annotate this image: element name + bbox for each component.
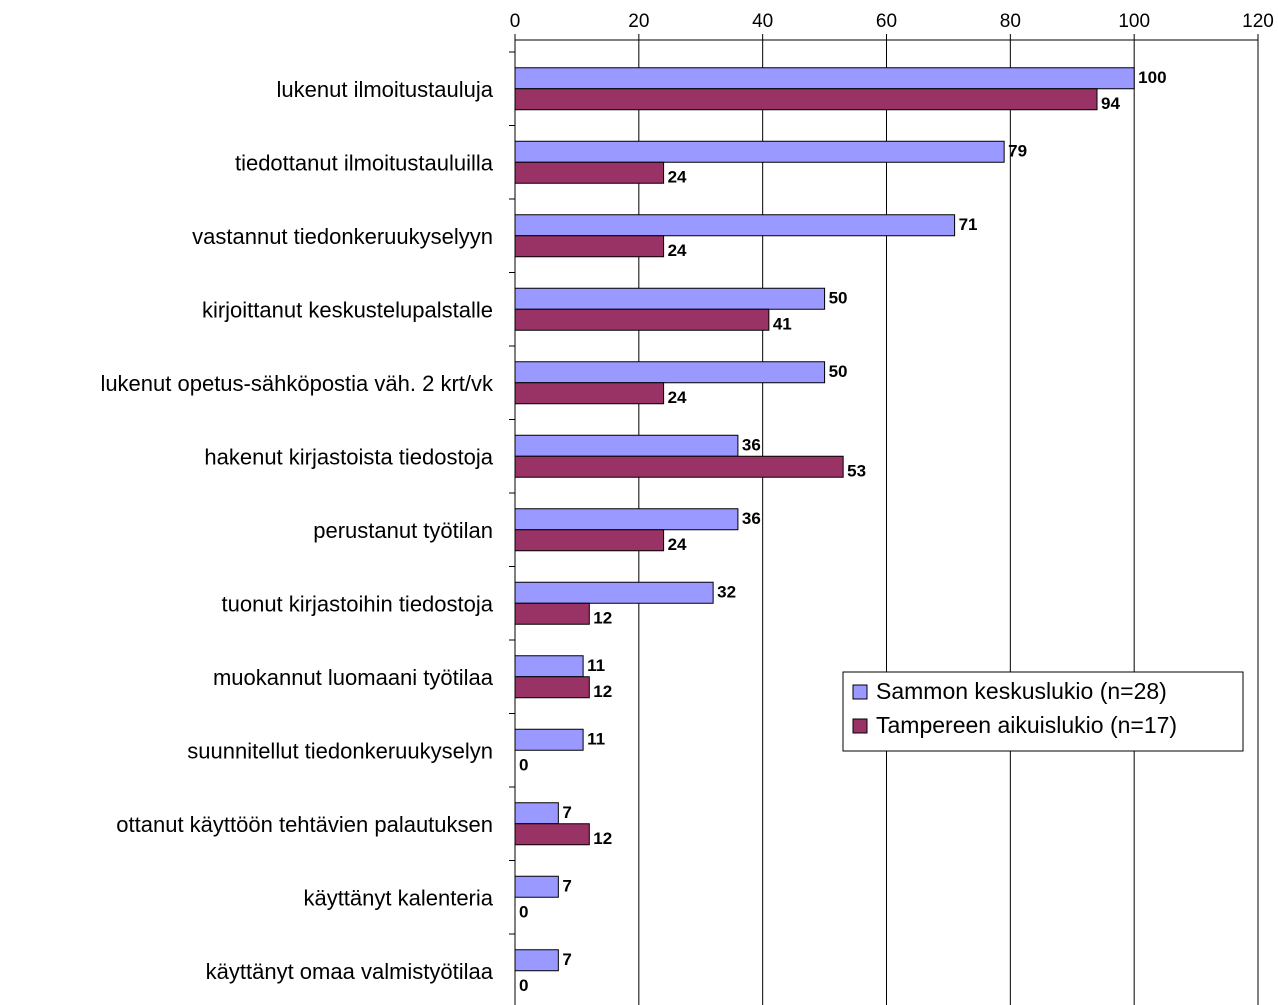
bar-sammon: [514, 287, 826, 310]
bar-sammon: [514, 434, 739, 457]
bar-tampere: [514, 382, 665, 405]
legend-label: Tampereen aikuislukio (n=17): [876, 712, 1177, 738]
legend: Sammon keskuslukio (n=28) Tampereen aikui…: [842, 671, 1244, 752]
data-label: 94: [1101, 94, 1120, 113]
data-label: 7: [562, 876, 571, 895]
bar-tampere: [514, 308, 770, 331]
data-label: 7: [562, 950, 571, 969]
category-label: kirjoittanut keskustelupalstalle: [202, 297, 493, 322]
data-label: 50: [829, 288, 848, 307]
bar-sammon: [514, 655, 584, 678]
data-label: 0: [519, 755, 528, 774]
bar-sammon: [514, 949, 559, 972]
legend-label: Sammon keskuslukio (n=28): [876, 678, 1167, 704]
category-label: lukenut opetus-sähköpostia väh. 2 krt/vk: [100, 371, 494, 396]
data-label: 79: [1008, 141, 1027, 160]
category-label: muokannut luomaani työtilaa: [213, 665, 494, 690]
data-label: 41: [773, 314, 792, 333]
data-label: 32: [717, 582, 736, 601]
category-label: suunnitellut tiedonkeruukyselyn: [187, 738, 493, 763]
bar-sammon: [514, 728, 584, 751]
x-tick-label: 0: [510, 11, 521, 32]
bar-tampere: [514, 823, 590, 846]
bar-sammon: [514, 508, 739, 531]
data-label: 36: [742, 435, 761, 454]
x-tick-label: 80: [1000, 11, 1021, 32]
x-tick-label: 20: [628, 11, 649, 32]
category-label: vastannut tiedonkeruukyselyyn: [192, 224, 493, 249]
category-label: hakenut kirjastoista tiedostoja: [204, 444, 493, 469]
bar-tampere: [514, 235, 665, 258]
bar-sammon: [514, 802, 559, 825]
category-label: perustanut työtilan: [313, 518, 493, 543]
legend-swatch: [852, 718, 868, 734]
data-label: 12: [593, 608, 612, 627]
bar-tampere: [514, 455, 844, 478]
bar-sammon: [514, 214, 956, 237]
x-tick-label: 40: [752, 11, 773, 32]
data-label: 7: [562, 803, 571, 822]
bar-tampere: [514, 602, 590, 625]
data-label: 24: [668, 241, 687, 260]
x-tick-label: 60: [876, 11, 897, 32]
axes: [509, 34, 1259, 1005]
data-label: 0: [519, 902, 528, 921]
bar-sammon: [514, 875, 559, 898]
bar-sammon: [514, 361, 826, 384]
data-label: 0: [519, 976, 528, 995]
x-tick-label: 120: [1242, 11, 1274, 32]
category-label: tiedottanut ilmoitustauluilla: [235, 150, 494, 175]
bar-sammon: [514, 140, 1005, 163]
data-label: 100: [1138, 68, 1166, 87]
bar-sammon: [514, 67, 1135, 90]
data-label: 36: [742, 509, 761, 528]
data-label: 12: [593, 682, 612, 701]
bar-tampere: [514, 676, 590, 699]
legend-swatch: [852, 684, 868, 700]
bar-tampere: [514, 529, 665, 552]
data-label: 12: [593, 829, 612, 848]
data-label: 24: [668, 167, 687, 186]
category-label: käyttänyt kalenteria: [303, 885, 493, 910]
data-label: 71: [959, 215, 978, 234]
legend-box: [842, 671, 1244, 752]
bar-sammon: [514, 581, 714, 604]
data-label: 24: [668, 388, 687, 407]
category-label: ottanut käyttöön tehtävien palautuksen: [116, 812, 493, 837]
gridlines: [638, 40, 1259, 1005]
category-label: tuonut kirjastoihin tiedostoja: [222, 591, 494, 616]
data-label: 53: [847, 461, 866, 480]
x-tick-label: 100: [1118, 11, 1150, 32]
data-label: 11: [587, 656, 605, 675]
category-label: lukenut ilmoitustauluja: [277, 77, 494, 102]
bar-tampere: [514, 88, 1098, 111]
bar-tampere: [514, 161, 665, 184]
data-label: 50: [829, 362, 848, 381]
data-label: 11: [587, 729, 605, 748]
category-label: käyttänyt omaa valmistyötilaa: [206, 959, 494, 984]
data-label: 24: [668, 535, 687, 554]
